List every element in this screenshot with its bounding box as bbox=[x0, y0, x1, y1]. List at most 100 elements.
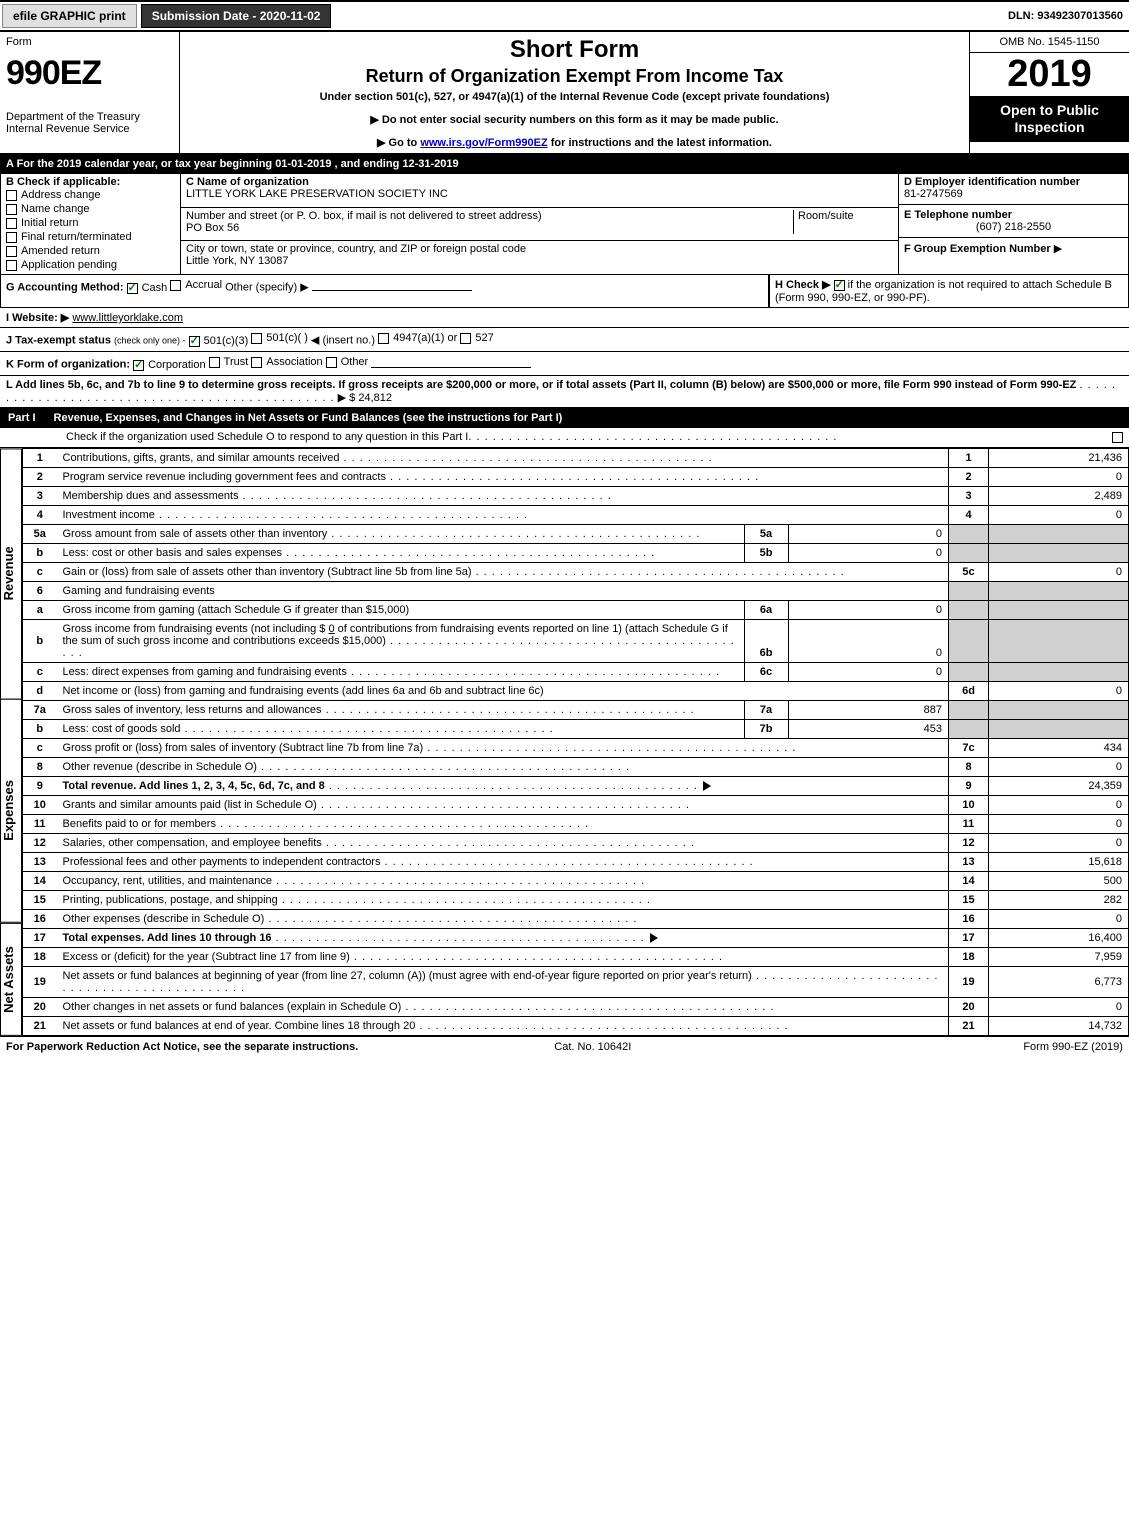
shaded-box bbox=[949, 544, 989, 563]
line-desc: Contributions, gifts, grants, and simila… bbox=[63, 452, 340, 464]
room-suite-label: Room/suite bbox=[793, 210, 893, 234]
line-2: 2Program service revenue including gover… bbox=[23, 468, 1129, 487]
chk-final-return[interactable]: Final return/terminated bbox=[6, 230, 175, 244]
line-desc: Other changes in net assets or fund bala… bbox=[63, 1001, 402, 1013]
irs-link[interactable]: www.irs.gov/Form990EZ bbox=[420, 137, 547, 149]
chk-amended-return[interactable]: Amended return bbox=[6, 244, 175, 258]
efile-print-button[interactable]: efile GRAPHIC print bbox=[2, 4, 137, 28]
box-l-amount: ▶ $ 24,812 bbox=[338, 392, 392, 404]
chk-address-change-label: Address change bbox=[21, 189, 101, 201]
chk-other-org[interactable]: Other bbox=[326, 355, 369, 369]
chk-corporation-label: Corporation bbox=[148, 359, 205, 371]
line-amount: 7,959 bbox=[989, 948, 1129, 967]
chk-527-label: 527 bbox=[475, 332, 493, 344]
line-desc: Gross sales of inventory, less returns a… bbox=[63, 704, 322, 716]
dots-icon bbox=[278, 894, 651, 906]
line-amount: 0 bbox=[989, 468, 1129, 487]
line-num: 18 bbox=[23, 948, 57, 967]
addr-label: Number and street (or P. O. box, if mail… bbox=[186, 210, 542, 222]
line-num: 8 bbox=[23, 758, 57, 777]
chk-application-pending-label: Application pending bbox=[21, 259, 117, 271]
header-left: Form 990EZ Department of the Treasury In… bbox=[0, 32, 180, 153]
line-desc-part1: Gross income from fundraising events (no… bbox=[63, 623, 329, 635]
line-desc: Total revenue. Add lines 1, 2, 3, 4, 5c,… bbox=[63, 780, 325, 792]
box-d-label: D Employer identification number bbox=[904, 176, 1123, 188]
line-desc: Benefits paid to or for members bbox=[63, 818, 216, 830]
line-desc: Less: cost or other basis and sales expe… bbox=[63, 547, 283, 559]
dots-icon bbox=[257, 761, 630, 773]
chk-h[interactable] bbox=[834, 279, 845, 292]
line-5b: bLess: cost or other basis and sales exp… bbox=[23, 544, 1129, 563]
chk-trust[interactable]: Trust bbox=[209, 355, 249, 369]
dots-icon bbox=[317, 799, 690, 811]
period-row: A For the 2019 calendar year, or tax yea… bbox=[0, 155, 1129, 173]
line-num: 7a bbox=[23, 701, 57, 720]
other-specify-input[interactable] bbox=[312, 290, 472, 291]
line-desc: Total expenses. Add lines 10 through 16 bbox=[63, 932, 272, 944]
chk-initial-return-label: Initial return bbox=[21, 217, 78, 229]
dots-icon bbox=[339, 452, 712, 464]
line-10: 10Grants and similar amounts paid (list … bbox=[23, 796, 1129, 815]
chk-other-org-label: Other bbox=[341, 356, 369, 368]
form-number: 990EZ bbox=[6, 54, 173, 93]
entity-section: B Check if applicable: Address change Na… bbox=[0, 173, 1129, 275]
line-desc: Gross income from gaming (attach Schedul… bbox=[57, 601, 745, 619]
chk-name-change[interactable]: Name change bbox=[6, 202, 175, 216]
inner-boxno: 6c bbox=[744, 663, 788, 681]
line-boxno: 17 bbox=[949, 929, 989, 948]
addr-value: PO Box 56 bbox=[186, 222, 239, 234]
other-org-input[interactable] bbox=[371, 367, 531, 368]
line-boxno: 6d bbox=[949, 682, 989, 701]
chk-final-return-label: Final return/terminated bbox=[21, 231, 132, 243]
arrow-icon bbox=[703, 781, 711, 791]
chk-501c3[interactable]: 501(c)(3) bbox=[189, 334, 249, 348]
dots-icon bbox=[380, 856, 753, 868]
chk-4947[interactable]: 4947(a)(1) or bbox=[378, 331, 457, 345]
chk-cash[interactable]: Cash bbox=[127, 281, 168, 295]
line-desc: Net income or (loss) from gaming and fun… bbox=[63, 685, 544, 697]
line-desc: Professional fees and other payments to … bbox=[63, 856, 381, 868]
line-desc: Program service revenue including govern… bbox=[63, 471, 386, 483]
line-amount: 0 bbox=[989, 998, 1129, 1017]
line-18: 18Excess or (deficit) for the year (Subt… bbox=[23, 948, 1129, 967]
part1-number: Part I bbox=[8, 412, 36, 424]
line-desc: Other expenses (describe in Schedule O) bbox=[63, 913, 265, 925]
dots-icon bbox=[415, 1020, 788, 1032]
line-19: 19Net assets or fund balances at beginni… bbox=[23, 967, 1129, 998]
line-num: 1 bbox=[23, 449, 57, 468]
line-num: c bbox=[23, 563, 57, 582]
chk-corporation[interactable]: Corporation bbox=[133, 358, 205, 372]
chk-association-label: Association bbox=[266, 356, 322, 368]
line-boxno: 21 bbox=[949, 1017, 989, 1036]
line-desc: Gaming and fundraising events bbox=[57, 582, 949, 601]
footer-right: Form 990-EZ (2019) bbox=[1023, 1041, 1123, 1053]
dots-icon bbox=[347, 666, 720, 678]
dots-icon bbox=[322, 704, 695, 716]
chk-527[interactable]: 527 bbox=[460, 331, 493, 345]
line-7c: cGross profit or (loss) from sales of in… bbox=[23, 739, 1129, 758]
line-amount: 16,400 bbox=[989, 929, 1129, 948]
chk-initial-return[interactable]: Initial return bbox=[6, 216, 175, 230]
submission-date-button[interactable]: Submission Date - 2020-11-02 bbox=[141, 4, 332, 28]
chk-application-pending[interactable]: Application pending bbox=[6, 258, 175, 272]
line-17: 17 Total expenses. Add lines 10 through 1… bbox=[23, 929, 1129, 948]
chk-accrual[interactable]: Accrual bbox=[170, 278, 222, 292]
row-l: L Add lines 5b, 6c, and 7b to line 9 to … bbox=[0, 376, 1129, 408]
part1-body: Revenue Expenses Net Assets 1Contributio… bbox=[0, 448, 1129, 1036]
chk-address-change[interactable]: Address change bbox=[6, 188, 175, 202]
chk-name-change-label: Name change bbox=[21, 203, 90, 215]
line-num: d bbox=[23, 682, 57, 701]
inner-boxno: 7a bbox=[744, 701, 788, 719]
dots-icon bbox=[468, 431, 1112, 444]
shaded-amt bbox=[989, 582, 1129, 601]
chk-501c[interactable]: 501(c)( ) bbox=[251, 331, 308, 345]
line-9: 9Total revenue. Add lines 1, 2, 3, 4, 5c… bbox=[23, 777, 1129, 796]
title-return: Return of Organization Exempt From Incom… bbox=[186, 66, 963, 87]
box-j-small: (check only one) - bbox=[114, 336, 186, 346]
line-desc: Gain or (loss) from sale of assets other… bbox=[63, 566, 472, 578]
line-12: 12Salaries, other compensation, and empl… bbox=[23, 834, 1129, 853]
org-name: LITTLE YORK LAKE PRESERVATION SOCIETY IN… bbox=[186, 188, 448, 200]
chk-schedule-o[interactable] bbox=[1112, 431, 1123, 444]
chk-association[interactable]: Association bbox=[251, 355, 322, 369]
dots-icon bbox=[216, 818, 589, 830]
